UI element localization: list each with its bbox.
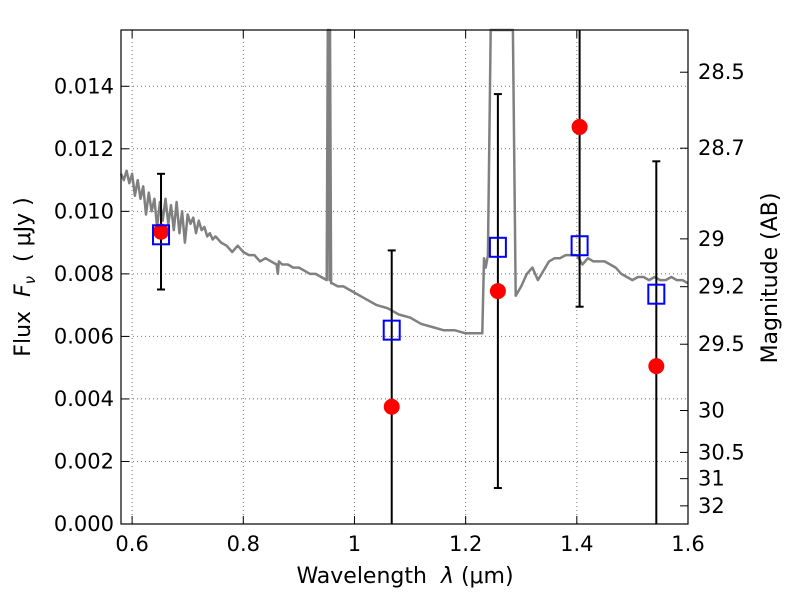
x-tick-label: 1.4 [560,532,593,556]
y-axis: 0.000 0.002 0.004 0.006 0.008 0.010 0.012 0.014 [54,74,129,536]
spectrum-line [119,28,689,335]
y-axis-label: Flux Fν ( μJy ) [11,197,39,356]
y-tick-label: 0.014 [54,74,114,98]
magnitude-tick-label: 31 [698,467,725,491]
magnitude-tick-label: 30 [698,399,725,423]
data-point-red [153,223,170,240]
y-axis-label-suffix: ( μJy ) [11,197,36,276]
x-axis-label-prefix: Wavelength [296,564,441,589]
y-axis-label-prefix: Flux [11,297,36,357]
y-tick-label: 0.000 [54,512,114,536]
data-point-red [571,118,588,135]
data-point-red [489,283,506,300]
model-square-blue [152,224,171,246]
model-square-blue [570,235,589,257]
y-axis-label-subscript: ν [21,276,39,284]
magnitude-tick-label: 29.2 [698,275,745,299]
x-axis-label: Wavelength λ (μm) [296,564,513,589]
model-square-blue [647,283,666,305]
marker-layer [152,118,666,415]
plot-frame [120,29,689,525]
magnitude-axis: 28.5 28.7 29 29.2 29.5 30 30.5 31 32 [680,60,745,518]
y-tick-label: 0.010 [54,199,114,223]
errorbar-layer [157,30,661,524]
x-tick-label: 1.6 [671,532,704,556]
data-point-red [648,358,665,375]
magnitude-tick-label: 32 [698,494,725,518]
magnitude-tick-label: 29 [698,227,725,251]
y-axis-label-symbol: F [11,284,36,297]
y-tick-label: 0.012 [54,137,114,161]
model-square-blue [488,236,507,258]
y-tick-label: 0.004 [54,387,114,411]
model-square-blue [382,319,401,341]
y-tick-label: 0.006 [54,324,114,348]
right-axis-label: Magnitude (AB) [758,193,783,364]
x-axis-label-suffix: (μm) [454,564,514,589]
spectrum-layer [119,28,689,335]
x-tick-label: 0.6 [115,532,148,556]
grid [121,30,689,524]
magnitude-tick-label: 28.5 [698,60,745,84]
y-tick-label: 0.008 [54,262,114,286]
x-tick-label: 0.8 [227,532,260,556]
y-tick-label: 0.002 [54,449,114,473]
x-axis: 0.6 0.8 1 1.2 1.4 1.6 [115,30,705,556]
x-tick-label: 1.2 [449,532,482,556]
magnitude-tick-label: 29.5 [698,332,745,356]
magnitude-tick-label: 28.7 [698,136,745,160]
data-point-red [383,398,400,415]
x-axis-label-symbol: λ [440,564,454,589]
magnitude-tick-label: 30.5 [698,440,745,464]
x-tick-label: 1 [348,532,361,556]
